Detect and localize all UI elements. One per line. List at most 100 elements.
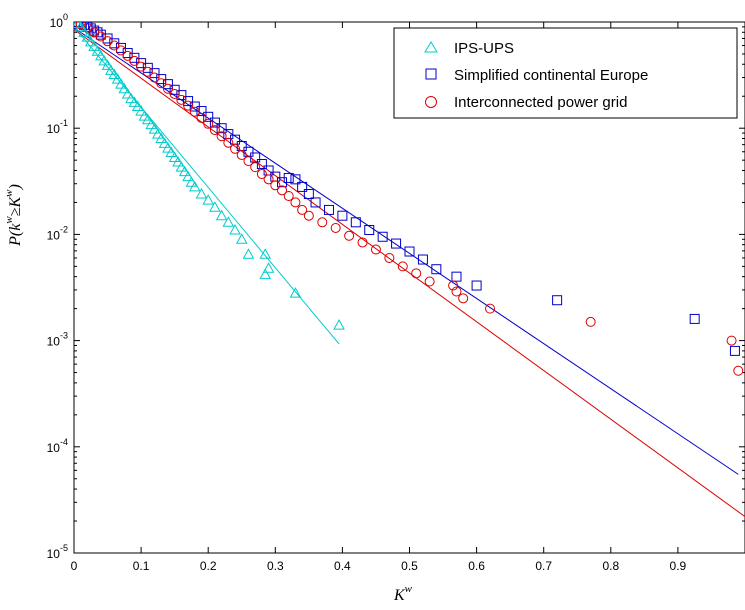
data-point-square [451, 271, 462, 282]
data-point-circle [230, 143, 241, 154]
data-point-triangle [145, 118, 158, 130]
data-point-triangle [128, 96, 141, 107]
data-point-circle [397, 261, 408, 272]
y-axis-title: P(kw≥Kw) [3, 184, 24, 247]
data-point-circle [196, 112, 207, 123]
data-point-circle [136, 61, 147, 72]
x-axis-title: Kw [393, 583, 413, 604]
data-point-circle [149, 72, 160, 83]
data-point-circle [283, 190, 294, 201]
triangle-marker-icon [424, 41, 438, 53]
data-point-circle [290, 197, 301, 208]
data-point-circle [189, 106, 200, 117]
legend-label-interconnected-grid: Interconnected power grid [454, 94, 627, 111]
data-point-triangle [165, 146, 178, 158]
data-point-triangle [111, 73, 124, 84]
data-point-circle [370, 244, 381, 255]
data-point-triangle [91, 45, 104, 56]
data-point-circle [277, 185, 288, 196]
x-tick-label: 0.4 [334, 559, 351, 573]
data-point-square [377, 231, 388, 242]
data-point-circle [256, 169, 267, 180]
data-point-triangle [158, 137, 171, 148]
x-tick-label: 0.8 [602, 559, 619, 573]
data-point-triangle [152, 128, 164, 139]
data-point-circle [303, 210, 314, 221]
data-point-triangle [222, 216, 235, 227]
data-point-square [156, 74, 167, 85]
data-point-triangle [81, 31, 94, 42]
data-point-circle [270, 180, 281, 191]
data-point-square [297, 181, 308, 192]
data-point-circle [297, 204, 308, 215]
data-point-triangle [229, 223, 241, 235]
data-markers [74, 22, 744, 376]
data-point-square [404, 246, 415, 257]
data-point-square [85, 23, 96, 34]
circle-marker-icon [425, 96, 437, 108]
y-tick-label: 10-5 [47, 543, 68, 561]
data-point-triangle [78, 26, 90, 37]
data-point-square [115, 42, 126, 53]
data-point-triangle [215, 209, 228, 221]
data-point-triangle [178, 165, 191, 177]
data-point-circle [411, 268, 422, 279]
data-point-square [323, 204, 334, 215]
data-point-triangle [259, 268, 272, 279]
data-point-circle [156, 78, 167, 89]
data-point-triangle [105, 64, 117, 75]
data-point-square [169, 84, 180, 95]
data-point-circle [162, 83, 173, 94]
data-point-triangle [98, 54, 111, 66]
data-point-circle [223, 137, 234, 148]
data-point-square [552, 295, 563, 306]
data-point-triangle [209, 201, 221, 212]
data-point-square [290, 174, 301, 185]
data-point-square [129, 52, 140, 63]
y-tick-label: 100 [50, 12, 68, 30]
data-point-triangle [185, 176, 198, 187]
legend-label-continental-europe: Simplified continental Europe [454, 67, 648, 84]
data-point-circle [485, 303, 496, 314]
legend-entry-continental-europe: Simplified continental Europe [425, 67, 648, 84]
data-point-square [196, 106, 207, 117]
x-tick-label: 0.6 [468, 559, 485, 573]
data-point-triangle [259, 248, 272, 259]
data-point-triangle [202, 194, 215, 205]
data-point-circle [384, 252, 395, 263]
data-point-square [303, 189, 314, 200]
data-point-triangle [101, 59, 114, 70]
x-tick-label: 0.7 [535, 559, 552, 573]
data-point-triangle [115, 78, 127, 89]
svg-text:P(kw≥Kw): P(kw≥Kw) [3, 184, 24, 247]
data-point-circle [176, 94, 187, 105]
data-point-circle [317, 217, 328, 228]
x-tick-label: 0.1 [133, 559, 150, 573]
y-tick-label: 10-2 [47, 224, 68, 242]
data-point-circle [243, 156, 254, 167]
data-point-triangle [195, 187, 208, 199]
y-tick-label: 10-1 [47, 118, 68, 136]
data-point-circle [75, 22, 86, 30]
data-point-triangle [168, 151, 181, 162]
data-point-circle [142, 66, 153, 77]
data-point-triangle [155, 132, 168, 143]
data-point-circle [216, 131, 227, 142]
data-point-circle [183, 100, 194, 111]
data-point-square [417, 254, 428, 265]
data-point-triangle [333, 319, 345, 330]
data-point-square [431, 264, 442, 275]
data-point-circle [424, 276, 435, 287]
data-point-square [203, 111, 214, 122]
legend-entry-interconnected-grid: Interconnected power grid [425, 94, 627, 111]
data-point-square [310, 197, 321, 208]
data-point-circle [733, 365, 744, 376]
data-point-triangle [235, 233, 248, 244]
data-point-circle [115, 45, 126, 56]
data-point-square [142, 62, 153, 73]
data-point-triangle [242, 248, 255, 259]
data-point-square [216, 123, 227, 134]
y-tick-label: 10-4 [47, 437, 68, 455]
y-tick-label: 10-3 [47, 331, 68, 349]
data-point-triangle [289, 287, 302, 298]
